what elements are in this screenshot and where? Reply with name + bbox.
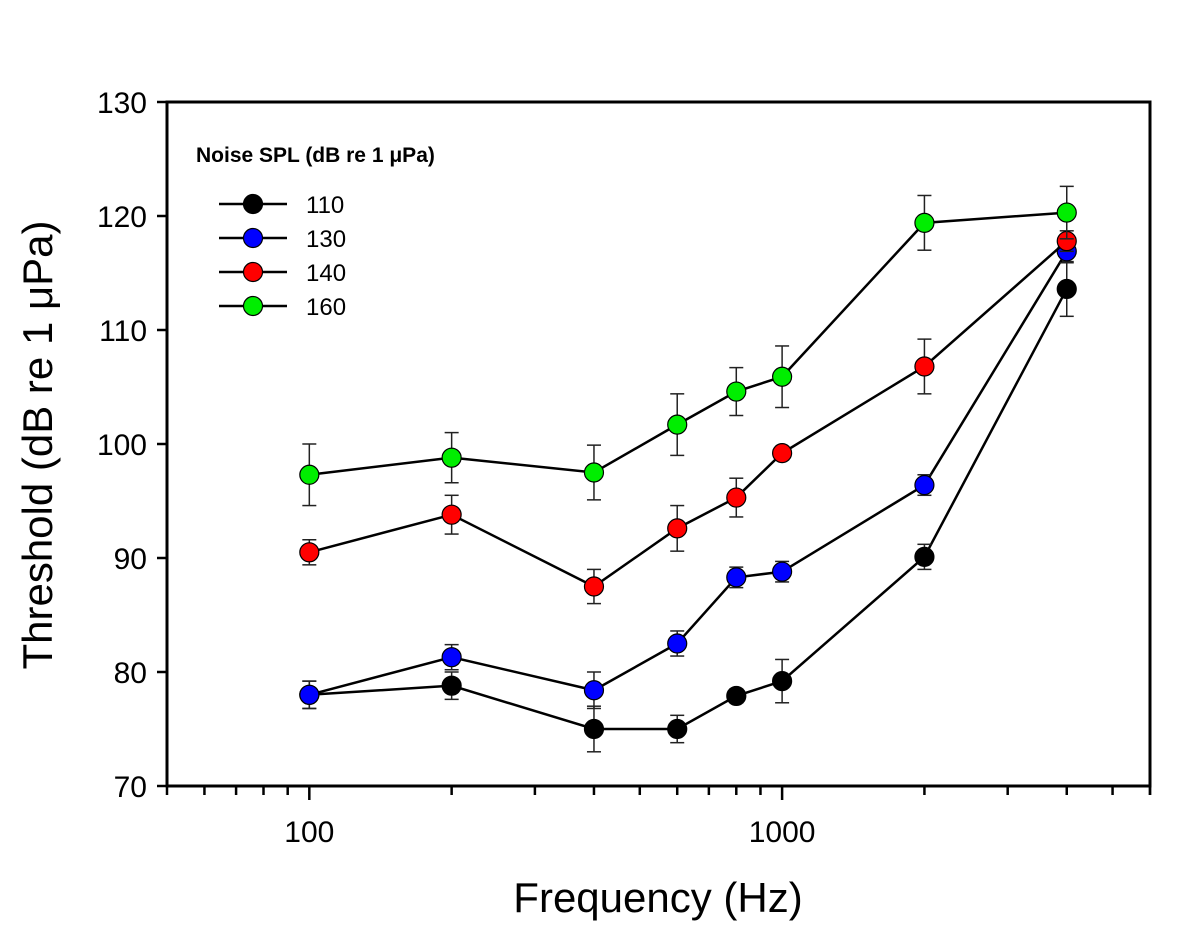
data-point (299, 684, 320, 705)
x-tick-label: 1000 (749, 816, 816, 849)
data-point (441, 447, 462, 468)
data-point (583, 462, 605, 483)
y-tick-label: 90 (114, 543, 147, 576)
y-tick-label: 110 (99, 315, 147, 348)
x-axis-label: Frequency (Hz) (513, 874, 802, 921)
x-tick-label: 100 (284, 816, 334, 849)
y-tick-label: 120 (97, 201, 147, 234)
legend-label: 140 (306, 260, 346, 287)
data-point (726, 381, 747, 402)
data-point (583, 718, 605, 740)
y-tick-label: 130 (97, 87, 147, 120)
y-tick-label: 70 (114, 771, 147, 804)
data-point (1056, 202, 1077, 223)
data-point (667, 414, 688, 435)
series-line (309, 240, 1068, 588)
data-point (914, 356, 935, 377)
data-point (726, 487, 747, 508)
legend: Noise SPL (dB re 1 μPa) 110 130 140 160 (196, 144, 435, 321)
y-tick-label: 80 (114, 657, 147, 690)
legend-marker (242, 261, 264, 283)
y-axis-label: Threshold (dB re 1 μPa) (14, 220, 61, 669)
data-point (441, 675, 462, 696)
y-tick-label: 100 (97, 429, 147, 462)
data-point (583, 680, 605, 701)
legend-label: 160 (306, 294, 346, 321)
data-point (772, 443, 793, 464)
data-point (914, 212, 935, 233)
data-point (667, 633, 688, 654)
legend-title: Noise SPL (dB re 1 μPa) (196, 144, 435, 167)
data-point (914, 474, 935, 496)
series-line (309, 288, 1068, 731)
data-point (772, 671, 793, 692)
series-130 (299, 239, 1077, 710)
series-140 (299, 230, 1077, 605)
legend-marker (242, 295, 264, 317)
data-point (772, 561, 793, 582)
data-point (441, 647, 462, 668)
data-point (583, 576, 605, 597)
legend-label: 110 (306, 192, 344, 219)
data-point (667, 518, 688, 539)
data-point (914, 546, 935, 567)
legend-label: 130 (306, 226, 346, 253)
data-point (441, 504, 462, 525)
data-point (299, 542, 320, 563)
series-line (309, 211, 1067, 477)
data-point (726, 567, 747, 588)
legend-marker (242, 227, 264, 249)
series-line (309, 250, 1068, 697)
data-point (772, 366, 793, 387)
data-point (667, 718, 688, 740)
series-160 (299, 185, 1077, 507)
series-layer (299, 185, 1077, 753)
data-point (726, 685, 747, 707)
legend-marker (242, 193, 264, 215)
data-point (1056, 278, 1077, 300)
data-point (299, 464, 320, 485)
axes: 70 80 90 100 110 120 130 100 1000 (97, 87, 1152, 849)
